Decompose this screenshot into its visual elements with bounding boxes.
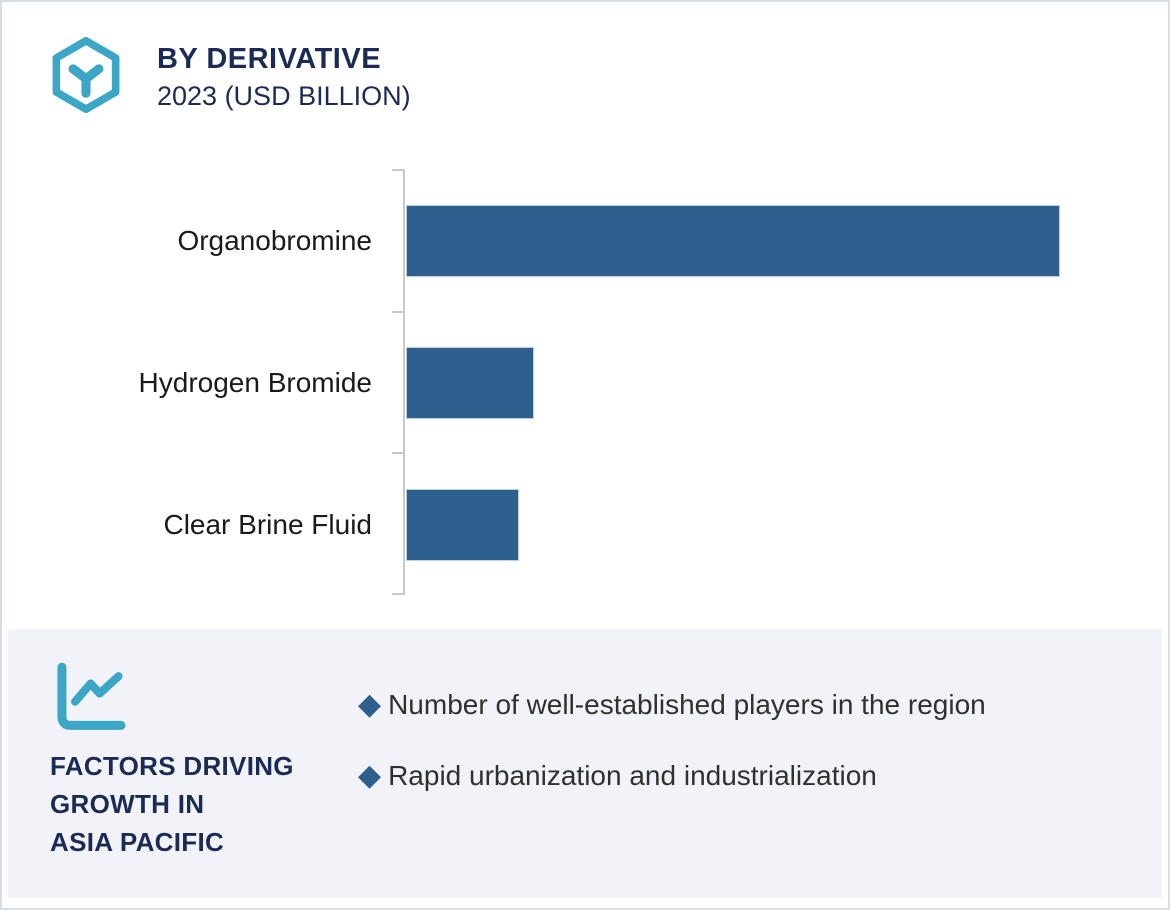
axis-tick (392, 452, 404, 454)
bullet-text: Number of well-established players in th… (388, 689, 986, 720)
bar-organobromine (406, 205, 1060, 277)
y-axis-line (403, 170, 405, 595)
factors-panel: FACTORS DRIVING GROWTH IN ASIA PACIFIC ◆… (8, 629, 1162, 898)
page-subtitle: 2023 (USD BILLION) (157, 81, 411, 111)
diamond-bullet-icon: ◆ (358, 758, 382, 793)
chart-header: BY DERIVATIVE 2023 (USD BILLION) (48, 37, 411, 117)
category-label-organobromine: Organobromine (177, 225, 372, 256)
plot-area (406, 170, 1162, 595)
factors-heading-line2: GROWTH IN (50, 789, 205, 819)
bullet-text: Rapid urbanization and industrialization (388, 760, 877, 791)
axis-tick (392, 311, 404, 313)
factors-heading-line3: ASIA PACIFIC (50, 827, 225, 857)
factors-heading-line1: FACTORS DRIVING (50, 751, 294, 781)
axis-tick (392, 169, 404, 171)
factors-heading: FACTORS DRIVING GROWTH IN ASIA PACIFIC (50, 747, 294, 861)
category-label-clear-brine-fluid: Clear Brine Fluid (163, 509, 372, 540)
page-title: BY DERIVATIVE (157, 43, 382, 75)
bar-clear-brine-fluid (406, 489, 520, 561)
category-label-hydrogen-bromide: Hydrogen Bromide (138, 367, 372, 398)
list-item: ◆ Number of well-established players in … (358, 684, 986, 726)
bar-hydrogen-bromide (406, 347, 535, 419)
factors-bullet-list: ◆ Number of well-established players in … (358, 684, 986, 797)
list-item: ◆ Rapid urbanization and industrializati… (358, 755, 986, 797)
diamond-bullet-icon: ◆ (358, 687, 382, 722)
bar-chart: Organobromine Hydrogen Bromide Clear Bri… (2, 2, 1168, 627)
hexagon-molecule-icon (52, 37, 120, 113)
line-chart-icon (57, 662, 126, 730)
axis-tick (392, 593, 404, 595)
